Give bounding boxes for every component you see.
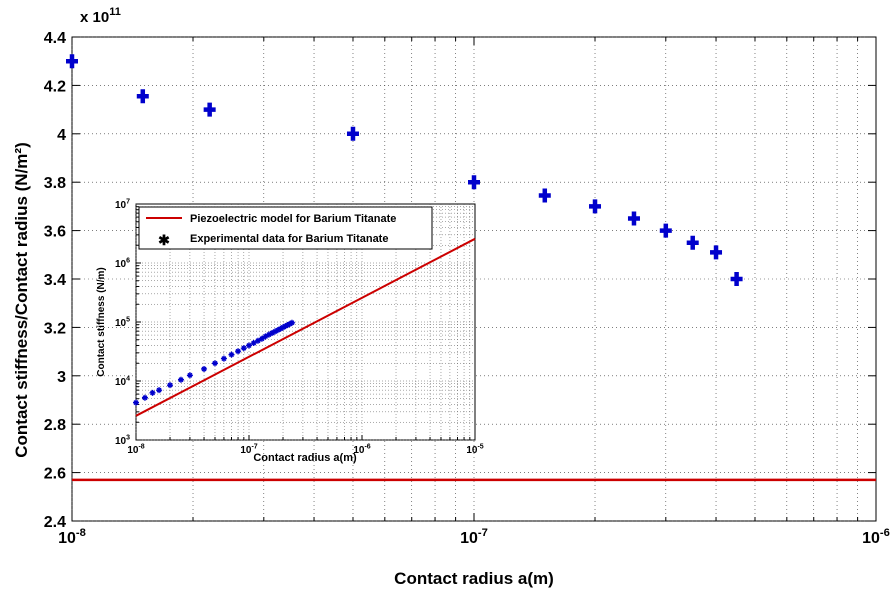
main-ticks xyxy=(71,36,876,522)
inset-data-point xyxy=(265,331,272,338)
inset-y-tick-label: 105 xyxy=(115,317,130,330)
inset-x-tick-label: 10-6 xyxy=(353,444,370,457)
inset-data-point xyxy=(282,323,289,330)
inset-data-point xyxy=(274,327,281,334)
inset-x-tick-label: 10-5 xyxy=(466,444,483,457)
inset-data-point xyxy=(149,389,156,396)
y-tick-label: 3.2 xyxy=(44,320,66,337)
inset-data-point xyxy=(235,348,242,355)
main-grid xyxy=(71,36,876,522)
x-tick-label: 10-8 xyxy=(58,527,86,547)
data-point xyxy=(136,89,149,104)
inset-data-point xyxy=(286,320,293,327)
y-tick-label: 3.8 xyxy=(44,175,66,192)
inset-data-point xyxy=(250,340,257,347)
y-tick-label: 3 xyxy=(57,369,66,386)
data-point xyxy=(346,126,359,141)
inset-y-tick-labels: 103 104 105 106 107 xyxy=(115,199,130,448)
legend-label-experimental: Experimental data for Barium Titanate xyxy=(190,233,388,245)
data-point xyxy=(538,188,551,203)
inset-y-tick-label: 107 xyxy=(115,199,130,212)
y-tick-label: 4.2 xyxy=(44,78,66,95)
main-x-axis-label: Contact radius a(m) xyxy=(394,569,554,588)
inset-data-point xyxy=(262,333,269,340)
main-x-tick-labels: 10-8 10-7 10-6 xyxy=(58,527,890,547)
data-point xyxy=(627,211,640,226)
main-y-tick-labels: 2.4 2.6 2.8 3 3.2 3.4 3.6 3.8 4 4.2 4.4 xyxy=(44,30,66,531)
inset-legend: Piezoelectric model for Barium Titanate … xyxy=(138,206,433,250)
inset-y-tick-label: 106 xyxy=(115,258,130,271)
inset-data-point xyxy=(201,365,208,372)
inset-chart: 103 104 105 106 107 10-8 10-7 10-6 10-5 Piezoel… xyxy=(96,199,484,465)
inset-data-point xyxy=(277,325,284,332)
data-point xyxy=(589,199,602,214)
inset-x-tick-labels: 10-8 10-7 10-6 10-5 xyxy=(127,444,483,457)
inset-data-point xyxy=(240,345,247,352)
inset-data-point xyxy=(156,387,163,394)
main-series-markers xyxy=(66,54,743,286)
y-tick-label: 4 xyxy=(57,127,66,144)
inset-x-tick-label: 10-8 xyxy=(127,444,144,457)
inset-data-point xyxy=(280,324,287,331)
data-point xyxy=(710,245,723,260)
inset-series-line xyxy=(135,237,476,417)
inset-legend-box xyxy=(138,206,433,250)
inset-grid xyxy=(135,204,475,441)
inset-data-point xyxy=(246,342,252,349)
inset-data-point xyxy=(167,382,174,389)
inset-y-tick-label: 104 xyxy=(115,376,130,389)
data-point xyxy=(659,223,672,238)
main-y-axis-label: Contact stiffness/Contact radius (N/m²) xyxy=(12,142,31,457)
inset-data-point xyxy=(133,399,139,406)
inset-x-tick-label: 10-7 xyxy=(240,444,257,457)
inset-data-point xyxy=(211,360,218,367)
y-tick-label: 2.6 xyxy=(44,466,66,483)
y-tick-label: 3.4 xyxy=(44,272,66,289)
data-point xyxy=(66,54,78,69)
inset-y-axis-label: Contact stiffness (N/m) xyxy=(96,267,107,376)
y-tick-label: 3.6 xyxy=(44,224,66,241)
inset-data-point xyxy=(220,355,227,362)
inset-data-point xyxy=(254,337,261,344)
inset-data-point xyxy=(228,351,235,358)
x-tick-label: 10-7 xyxy=(460,527,488,547)
inset-data-point xyxy=(269,330,276,337)
legend-marker-swatch: ✱ xyxy=(158,232,170,248)
data-point xyxy=(730,272,743,286)
inset-data-point xyxy=(258,335,265,342)
inset-data-point xyxy=(288,319,295,326)
inset-model-line xyxy=(135,237,476,417)
inset-data-point xyxy=(186,372,193,379)
inset-data-point xyxy=(141,394,148,401)
inset-data-point xyxy=(177,376,184,383)
y-tick-label: 4.4 xyxy=(44,30,66,47)
inset-y-tick-label: 103 xyxy=(115,435,130,448)
inset-x-axis-label: Contact radius a(m) xyxy=(253,452,357,464)
data-point xyxy=(468,175,480,190)
y-tick-label: 2.4 xyxy=(44,514,66,531)
main-y-exponent: x 1011 xyxy=(80,6,121,26)
x-tick-label: 10-6 xyxy=(862,527,890,547)
legend-label-model: Piezoelectric model for Barium Titanate xyxy=(190,213,396,225)
inset-data-point xyxy=(272,328,279,335)
y-tick-label: 2.8 xyxy=(44,417,66,434)
data-point xyxy=(203,102,216,117)
inset-data-point xyxy=(284,321,291,328)
inset-series-markers xyxy=(133,319,295,406)
data-point xyxy=(686,235,699,250)
